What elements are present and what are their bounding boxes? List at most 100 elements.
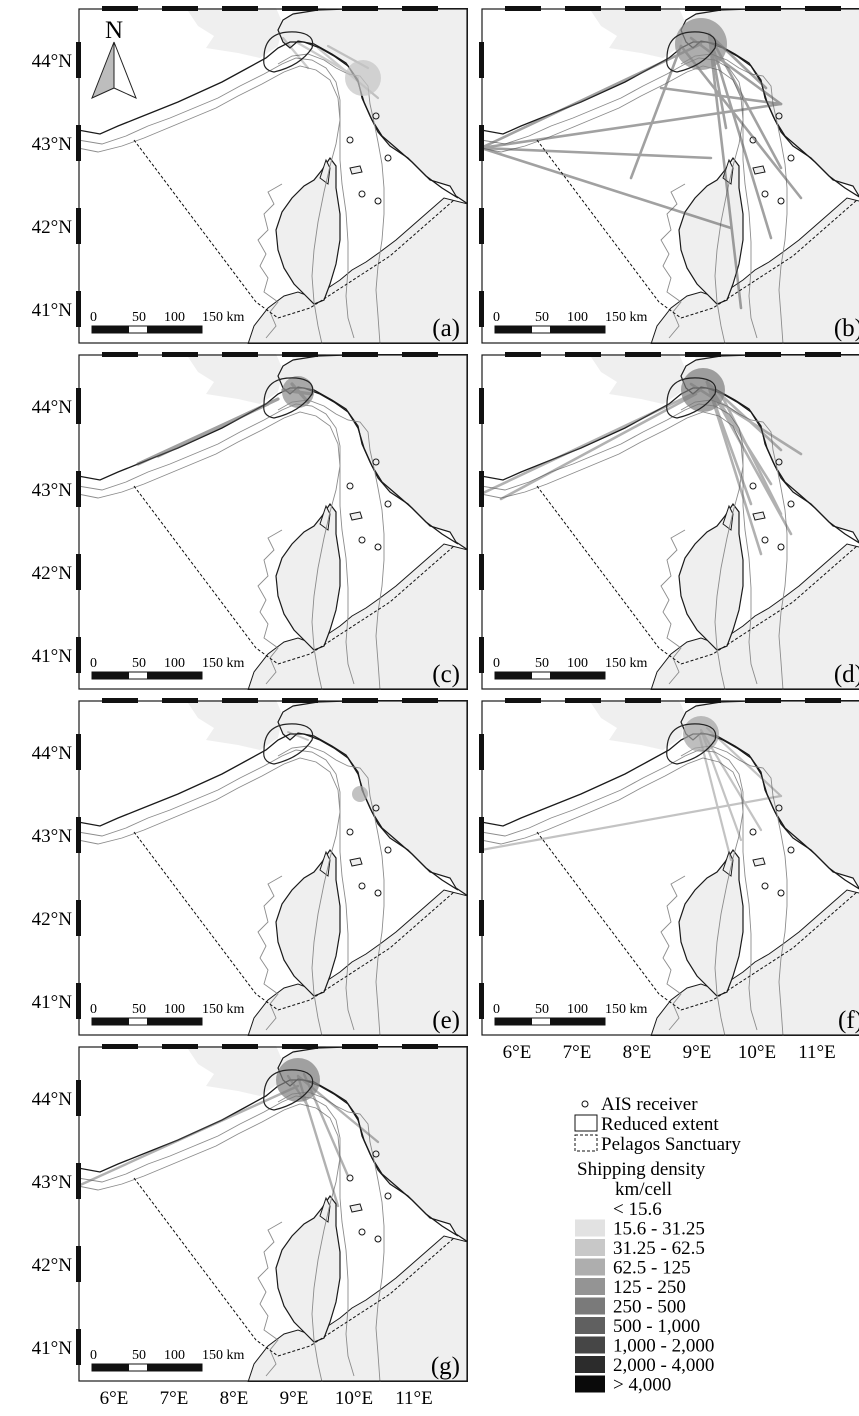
panel-label: (a) bbox=[432, 315, 460, 342]
land-sardinia bbox=[247, 543, 468, 690]
legend-class-label: 125 - 250 bbox=[613, 1277, 686, 1298]
pelagos-sanctuary-boundary bbox=[133, 139, 455, 319]
latitude-label: 43°N bbox=[32, 480, 73, 501]
legend-pelagos-sanctuary: Pelagos Sanctuary bbox=[574, 1134, 741, 1155]
shipping-tracks bbox=[481, 32, 803, 310]
isobath-line bbox=[660, 183, 686, 339]
scale-bar-label: 100 bbox=[567, 310, 588, 325]
legend-reduced-extent-label: Reduced extent bbox=[601, 1114, 719, 1135]
shipping-track bbox=[499, 392, 698, 501]
legend-swatch bbox=[575, 1297, 605, 1315]
north-arrow: N bbox=[91, 17, 137, 99]
map-panel-b: 0 50 100 150 km (b) bbox=[479, 6, 859, 344]
legend-class-label: > 4,000 bbox=[613, 1375, 671, 1396]
latitude-label: 41°N bbox=[32, 1338, 73, 1359]
panel-frame bbox=[481, 354, 859, 690]
shipping-track bbox=[659, 86, 783, 106]
land-alps bbox=[186, 1046, 283, 1096]
longitude-label: 6°E bbox=[503, 1042, 532, 1063]
graticule-ticks bbox=[76, 698, 438, 1019]
shipping-tracks bbox=[481, 380, 803, 556]
map-panel-g: 44°N 43°N 42°N 41°N 0 50 100 150 km (g) bbox=[32, 1044, 468, 1382]
latitude-label: 42°N bbox=[32, 217, 73, 238]
land-sardinia bbox=[650, 543, 859, 690]
island-elba bbox=[752, 511, 766, 521]
scale-bar-label: 50 bbox=[535, 656, 549, 671]
shipping-tracks bbox=[287, 731, 309, 741]
longitude-label: 11°E bbox=[798, 1042, 836, 1063]
latitude-label: 44°N bbox=[32, 397, 73, 418]
legend-swatch bbox=[575, 1258, 605, 1276]
legend-density-unit: km/cell bbox=[615, 1179, 672, 1200]
graticule-ticks bbox=[76, 1044, 438, 1365]
ais-receiver-marker bbox=[374, 1235, 382, 1243]
shipping-hotspot bbox=[681, 368, 725, 412]
map-panel-a: 44°N 43°N 42°N 41°N N 0 50 100 150 km (a) bbox=[32, 6, 468, 344]
isobath-line bbox=[481, 411, 744, 690]
scale-bar: 0 50 100 150 km bbox=[90, 1002, 245, 1026]
scale-bar-label: 100 bbox=[164, 656, 185, 671]
isobath-line bbox=[660, 875, 686, 1031]
scale-bar-label: 50 bbox=[132, 310, 146, 325]
isobath-line bbox=[78, 411, 341, 690]
latitude-label: 42°N bbox=[32, 909, 73, 930]
latitude-label: 41°N bbox=[32, 646, 73, 667]
scale-bar-label: 100 bbox=[164, 1002, 185, 1017]
legend-class-label: < 15.6 bbox=[613, 1199, 662, 1220]
scale-bar-label: 0 bbox=[90, 1348, 97, 1363]
shipping-track bbox=[707, 32, 743, 310]
reduced-extent-outline bbox=[263, 31, 314, 73]
scale-bar-label: 50 bbox=[132, 1348, 146, 1363]
legend-density-class: 1,000 - 2,000 bbox=[575, 1336, 714, 1357]
ais-receiver-marker bbox=[777, 197, 785, 205]
legend-density-class: > 4,000 bbox=[575, 1375, 671, 1396]
ais-receiver-marker bbox=[777, 543, 785, 551]
legend-density-title: Shipping density bbox=[577, 1159, 706, 1180]
legend-ais-receiver: AIS receiver bbox=[581, 1094, 698, 1115]
reduced-extent-outline bbox=[263, 723, 314, 765]
legend-class-label: 250 - 500 bbox=[613, 1297, 686, 1318]
coastline bbox=[78, 41, 459, 199]
shipping-track bbox=[481, 794, 783, 852]
reduced-extent-outline bbox=[666, 377, 717, 419]
panel-label: (e) bbox=[432, 1007, 460, 1034]
islet bbox=[761, 882, 769, 890]
scale-bar-label: 0 bbox=[493, 656, 500, 671]
islet bbox=[358, 882, 366, 890]
scale-bar: 0 50 100 150 km bbox=[493, 1002, 648, 1026]
legend-class-label: 31.25 - 62.5 bbox=[613, 1238, 705, 1259]
land-alps bbox=[186, 8, 283, 58]
legend-density-class: 500 - 1,000 bbox=[575, 1316, 700, 1337]
land-alps bbox=[589, 8, 686, 58]
latitude-label: 43°N bbox=[32, 1172, 73, 1193]
island-corsica bbox=[275, 1194, 341, 1343]
longitude-label: 8°E bbox=[220, 1388, 249, 1409]
islet bbox=[346, 482, 354, 490]
map-panel-c: 44°N 43°N 42°N 41°N 0 50 100 150 km (c) bbox=[32, 352, 468, 690]
islet bbox=[787, 500, 795, 508]
isobath-line bbox=[277, 1091, 385, 1382]
graticule-ticks bbox=[479, 698, 841, 1019]
scale-bar-label: 100 bbox=[567, 1002, 588, 1017]
isobath-line bbox=[78, 1103, 341, 1382]
legend-density-class: 2,000 - 4,000 bbox=[575, 1355, 714, 1376]
legend-swatch bbox=[575, 1219, 605, 1237]
shipping-track bbox=[136, 402, 270, 466]
scale-bar-label: 150 km bbox=[202, 656, 245, 671]
panel-label: (d) bbox=[834, 661, 859, 688]
legend-class-label: 62.5 - 125 bbox=[613, 1258, 691, 1279]
pelagos-sanctuary-boundary bbox=[133, 485, 455, 665]
legend-class-label: 500 - 1,000 bbox=[613, 1316, 700, 1337]
latitude-label: 43°N bbox=[32, 134, 73, 155]
shipping-track bbox=[697, 732, 733, 862]
latitude-label: 44°N bbox=[32, 51, 73, 72]
reduced-extent-outline bbox=[263, 377, 314, 419]
pelagos-sanctuary-boundary bbox=[536, 139, 858, 319]
land-sardinia bbox=[247, 1235, 468, 1382]
isobath-line bbox=[78, 757, 341, 1036]
latitude-label: 44°N bbox=[32, 1089, 73, 1110]
scale-bar-label: 50 bbox=[535, 1002, 549, 1017]
shipping-track bbox=[679, 44, 803, 200]
panel-frame bbox=[78, 8, 468, 344]
scale-bar-label: 100 bbox=[164, 1348, 185, 1363]
